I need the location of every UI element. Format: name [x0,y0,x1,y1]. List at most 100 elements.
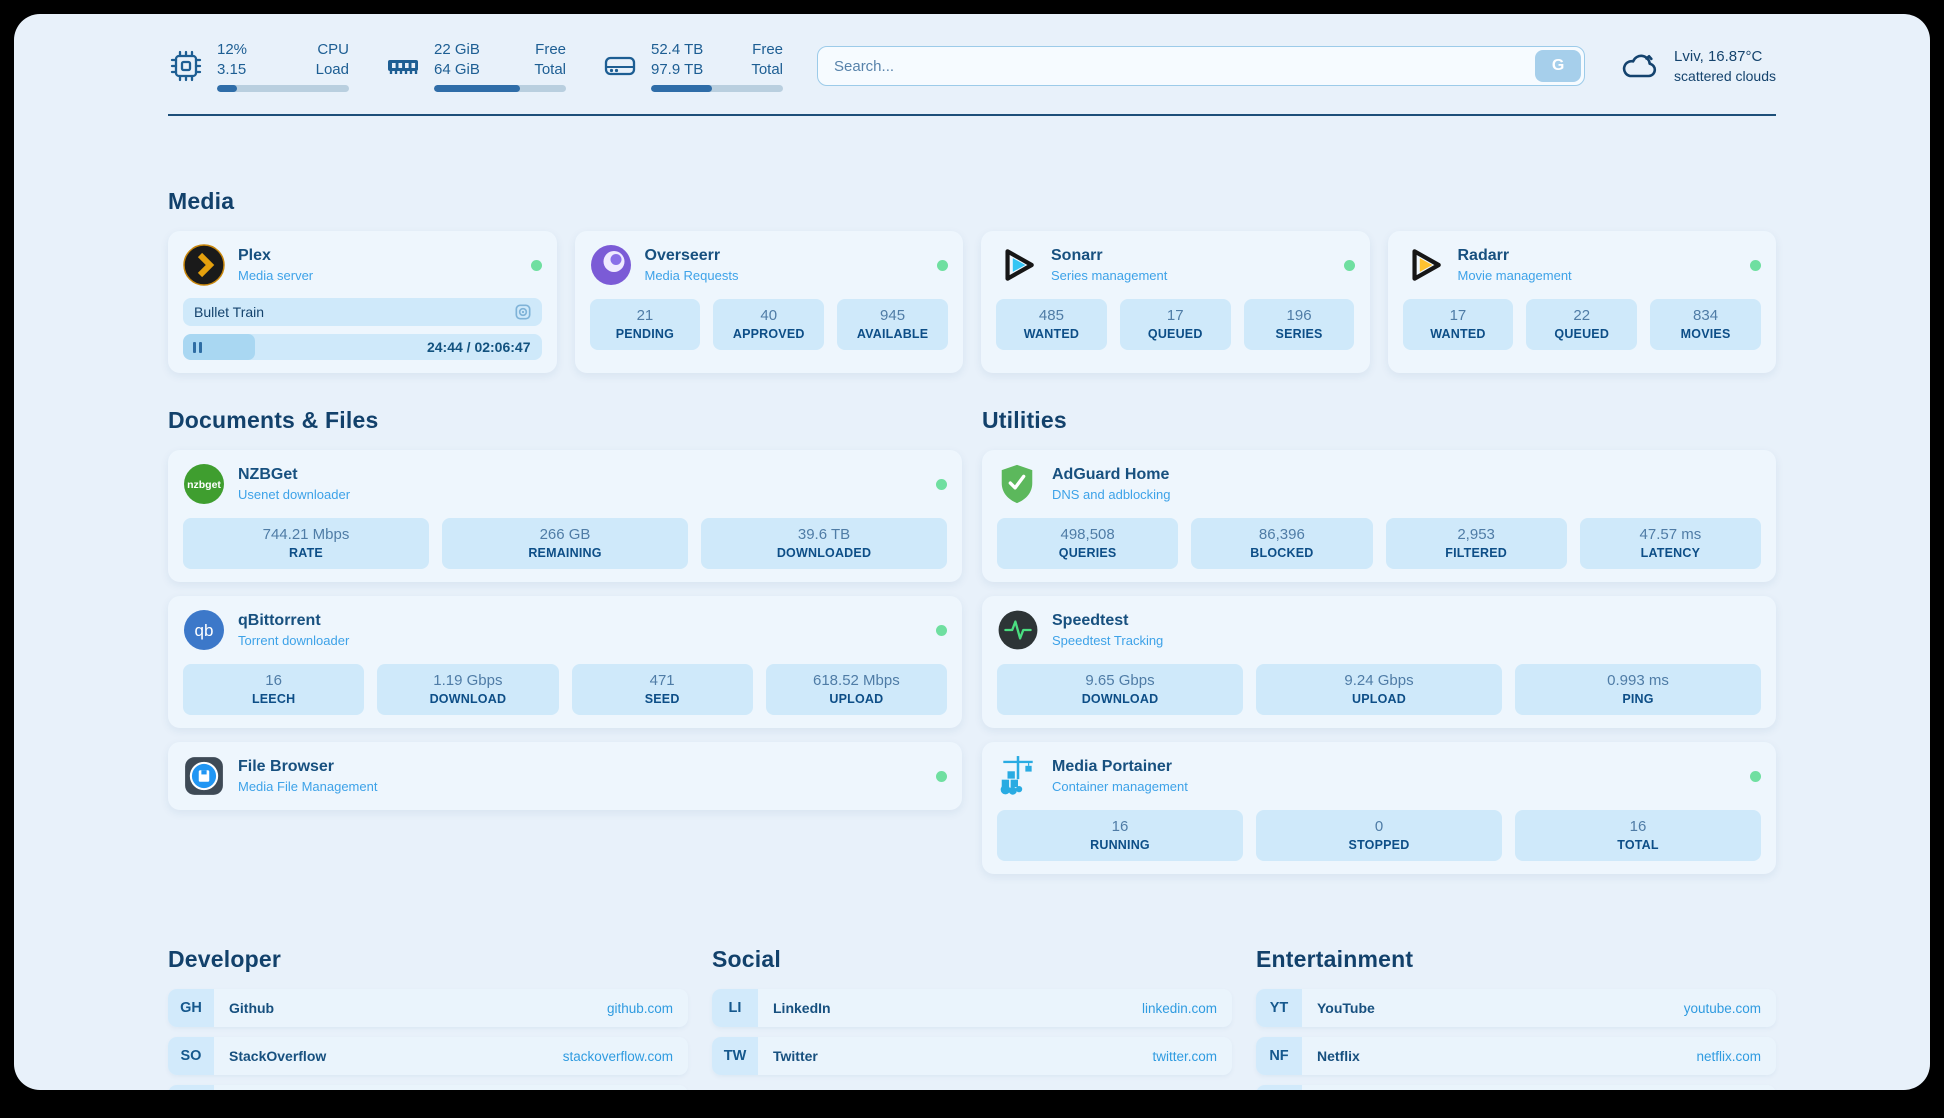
disk-icon [602,48,638,84]
app-title: Radarr [1457,247,1510,264]
app-card-sonarr[interactable]: Sonarr Series management 485 WANTED 17 Q… [981,231,1370,373]
app-card-portainer[interactable]: Media Portainer Container management 16 … [982,742,1776,874]
app-title: Plex [238,247,271,264]
sonarr-logo-icon [996,244,1038,286]
link-badge: DT [168,1085,214,1090]
app-card-filebrowser[interactable]: File Browser Media File Management [168,742,962,810]
stat-box: 9.24 Gbps UPLOAD [1256,664,1502,715]
status-dot [936,624,947,636]
link-stackoverflow[interactable]: SO StackOverflow stackoverflow.com [168,1037,688,1075]
search-bar: G [817,46,1586,86]
cpu-stat: 12% 3.15 CPU Load [168,40,349,92]
cpu-usage-value: 12% [217,41,248,58]
disk-free-value: 52.4 TB [651,41,704,58]
stat-box: 47.57 ms LATENCY [1579,518,1761,569]
ram-progress-bar [434,85,566,92]
app-card-qbittorrent[interactable]: qb qBittorrent Torrent downloader 16 LEE… [168,596,962,728]
link-github[interactable]: GH Github github.com [168,989,688,1027]
stat-box: 16 LEECH [183,664,365,715]
link-badge: LI [712,989,758,1027]
stat-box: 196 SERIES [1243,299,1355,350]
status-dot [1343,259,1355,271]
app-card-nzbget[interactable]: nzbget NZBGet Usenet downloader 744.21 M… [168,450,962,582]
disk-progress-bar [651,85,783,92]
link-url[interactable]: youtube.com [1683,1000,1761,1016]
section-heading-utilities: Utilities [982,407,1067,433]
status-dot [1750,259,1761,271]
stat-box: 471 SEED [571,664,753,715]
weather-location-temp: Lviv, 16.87°C [1674,48,1763,66]
stat-box: 16 TOTAL [1515,810,1761,861]
stat-box: 0.993 ms PING [1515,664,1761,715]
stat-box: 21 PENDING [589,299,701,350]
header-divider [168,114,1776,116]
status-dot [1750,770,1761,782]
link-url[interactable]: github.com [606,1000,673,1016]
link-badge: GH [168,989,214,1027]
playback-progress-bar: 24:44 / 02:06:47 [183,334,542,360]
app-subtitle: Container management [1052,779,1188,794]
stat-box: 86,396 BLOCKED [1191,518,1373,569]
app-title: Sonarr [1051,247,1103,264]
ram-stat: 22 GiB 64 GiB Free Total [385,40,566,92]
ram-icon [385,48,421,84]
search-input[interactable] [817,46,1586,86]
now-playing-icon [513,302,533,322]
svg-text:nzbget: nzbget [187,479,221,491]
cpu-label: CPU [317,41,349,58]
pause-button[interactable] [183,334,255,360]
section-heading-social: Social [712,946,781,972]
app-card-plex[interactable]: Plex Media server Bullet Train [168,231,557,373]
disk-stat: 52.4 TB 97.9 TB Free Total [602,40,783,92]
link-twitter[interactable]: TW Twitter twitter.com [712,1037,1232,1075]
link-name: YouTube [1317,1000,1375,1016]
link-name: StackOverflow [229,1048,327,1064]
stat-box: 1.19 Gbps DOWNLOAD [377,664,559,715]
status-dot [937,259,948,271]
link-url[interactable]: linkedin.com [1141,1000,1217,1016]
plex-logo-icon [183,244,225,286]
link-url[interactable]: netflix.com [1696,1048,1761,1064]
filebrowser-logo-icon [183,755,225,797]
system-stats: 12% 3.15 CPU Load [168,40,783,92]
link-reddit[interactable]: RE Reddit reddit.com [1256,1085,1776,1090]
stat-box: 0 STOPPED [1256,810,1502,861]
app-title: Media Portainer [1052,758,1173,775]
link-dev[interactable]: DT DEV dev.to [168,1085,688,1090]
app-title: AdGuard Home [1052,466,1170,483]
status-dot [936,478,947,490]
link-url[interactable]: stackoverflow.com [562,1048,673,1064]
search-engine-button[interactable]: G [1535,50,1582,82]
link-linkedin[interactable]: LI LinkedIn linkedin.com [712,989,1232,1027]
app-card-adguard[interactable]: AdGuard Home DNS and adblocking 498,508 … [982,450,1776,582]
disk-free-label: Free [752,41,783,58]
section-heading-documents: Documents & Files [168,407,379,433]
section-media: Media Plex Media server [168,188,1776,373]
cpu-load-value: 3.15 [217,60,247,78]
stat-box: 17 QUEUED [1119,299,1231,350]
now-playing-title: Bullet Train [194,304,265,320]
app-subtitle: Media File Management [238,779,378,794]
link-youtube[interactable]: YT YouTube youtube.com [1256,989,1776,1027]
app-subtitle: Torrent downloader [238,633,350,648]
stat-box: 16 RUNNING [997,810,1243,861]
app-title: Speedtest [1052,612,1129,629]
playback-time: 24:44 / 02:06:47 [426,339,531,355]
stat-box: 40 APPROVED [713,299,825,350]
link-netflix[interactable]: NF Netflix netflix.com [1256,1037,1776,1075]
stat-box: 618.52 Mbps UPLOAD [765,664,947,715]
app-card-speedtest[interactable]: Speedtest Speedtest Tracking 9.65 Gbps D… [982,596,1776,728]
app-card-radarr[interactable]: Radarr Movie management 17 WANTED 22 QUE… [1387,231,1776,373]
app-subtitle: Speedtest Tracking [1052,633,1164,648]
app-card-overseerr[interactable]: Overseerr Media Requests 21 PENDING 40 A… [574,231,963,373]
stat-box: 498,508 QUERIES [997,518,1179,569]
overseerr-logo-icon [590,244,632,286]
stat-box: 17 WANTED [1402,299,1514,350]
link-url[interactable]: twitter.com [1152,1048,1217,1064]
stat-box: 39.6 TB DOWNLOADED [701,518,947,569]
weather-widget[interactable]: Lviv, 16.87°C scattered clouds [1619,47,1776,85]
stat-box: 485 WANTED [996,299,1107,350]
section-developer: Developer GH Github github.com SO StackO… [168,946,688,1090]
cpu-progress-bar [217,85,349,92]
section-entertainment: Entertainment YT YouTube youtube.com NF … [1256,946,1776,1090]
